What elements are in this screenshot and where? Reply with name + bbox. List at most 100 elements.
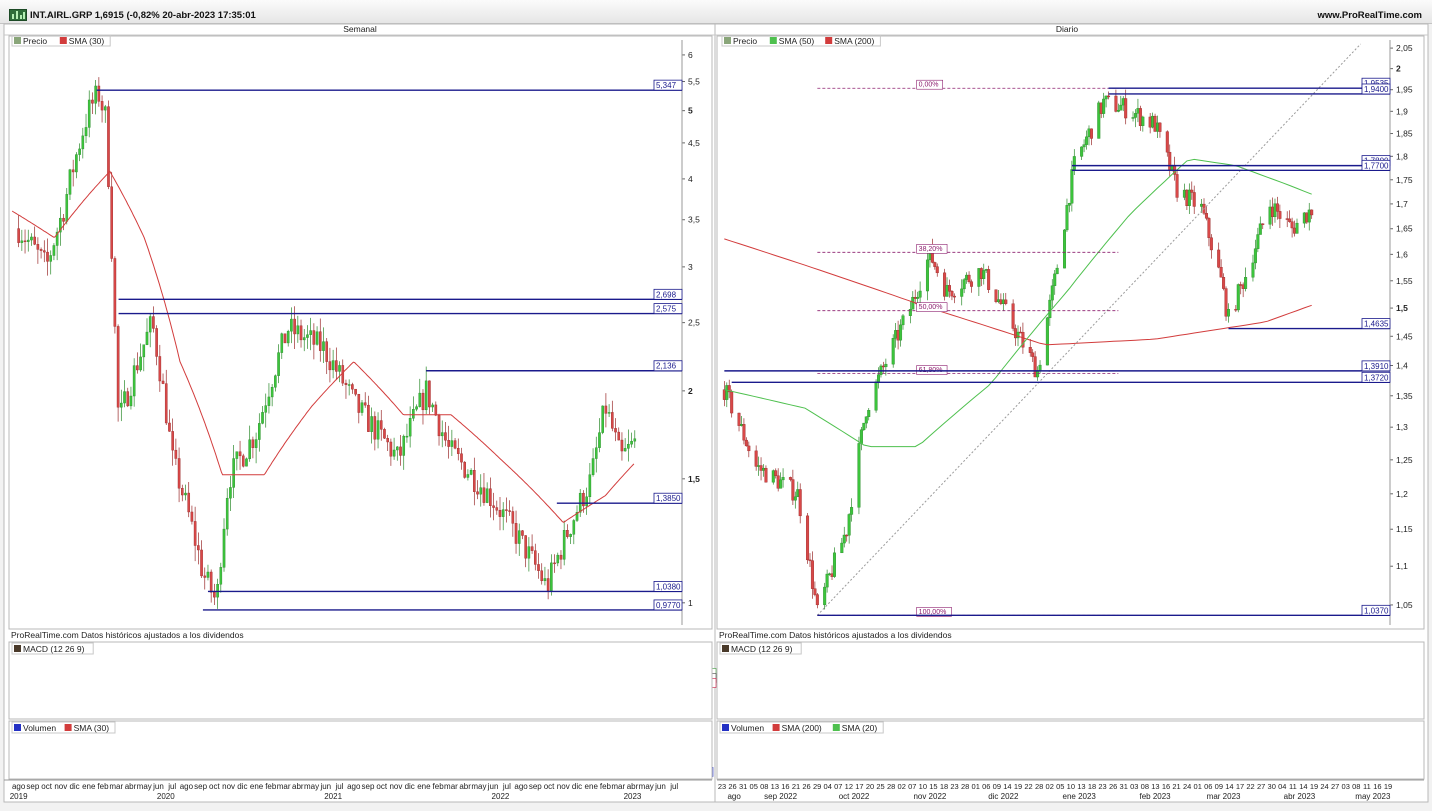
candle [562, 530, 566, 560]
y-tick-label: 1,25 [1396, 455, 1413, 465]
candle [100, 101, 104, 111]
candle [1275, 203, 1279, 212]
candle [1278, 211, 1282, 219]
candle [469, 470, 473, 475]
candle [1293, 227, 1297, 234]
x-day-label: 23 [1098, 782, 1106, 791]
x-day-label: 21 [792, 782, 800, 791]
candle [1097, 102, 1101, 139]
x-day-label: 08 [760, 782, 768, 791]
candle [1209, 237, 1213, 251]
candle [206, 571, 210, 578]
candle [1236, 284, 1240, 311]
candle [396, 446, 399, 451]
candle [1239, 284, 1243, 286]
level-tag [1361, 604, 1391, 616]
candle [779, 479, 783, 489]
legend-item: SMA (30) [69, 36, 105, 46]
candle [984, 269, 988, 271]
candle [306, 334, 309, 338]
candle [627, 443, 630, 449]
candle [967, 274, 971, 282]
candle [1028, 347, 1032, 353]
x-year-label: 2021 [324, 792, 342, 801]
candle [604, 405, 608, 414]
candle [360, 402, 364, 413]
candle [979, 268, 983, 279]
x-month-label: oct 2022 [839, 792, 870, 801]
candle [1305, 212, 1309, 223]
candle [810, 560, 814, 589]
candle [530, 546, 534, 551]
candle [1310, 209, 1314, 216]
level-tag [1361, 159, 1391, 171]
candle [607, 412, 611, 414]
candle [1207, 218, 1211, 238]
candle [71, 169, 75, 173]
x-month-label: ago [12, 782, 26, 791]
candle [754, 450, 758, 467]
candle [473, 470, 476, 492]
level-label: 1,0380 [656, 582, 681, 591]
candle [261, 412, 264, 424]
x-day-label: 16 [1162, 782, 1170, 791]
candle [982, 270, 986, 279]
candle [566, 530, 569, 537]
candle [1116, 110, 1120, 112]
legend-item: SMA (30) [74, 723, 110, 733]
candle [1251, 262, 1255, 278]
candle [1141, 116, 1145, 126]
legend-swatch [769, 37, 777, 44]
x-month-label: mar [277, 782, 291, 791]
candle [553, 562, 556, 565]
x-day-label: 06 [1204, 782, 1212, 791]
candle [1288, 218, 1292, 222]
candle [174, 449, 178, 459]
x-day-label: 24 [1183, 782, 1191, 791]
candle [1124, 98, 1128, 119]
candle [742, 424, 746, 441]
x-day-label: 04 [1278, 782, 1286, 791]
candle [908, 309, 912, 316]
legend-item: SMA (200) [834, 36, 874, 46]
candle [1104, 95, 1108, 100]
candle [1182, 189, 1186, 198]
candle [1244, 277, 1248, 289]
candle [761, 467, 765, 471]
candle [970, 281, 974, 287]
candle [232, 458, 235, 488]
candle [960, 288, 964, 297]
candle [68, 169, 72, 195]
candle [559, 554, 563, 560]
candle [168, 422, 171, 432]
candle [757, 465, 761, 467]
x-month-label: feb [433, 782, 445, 791]
candle [899, 324, 903, 341]
x-month-label: mar [611, 782, 625, 791]
candle [431, 404, 434, 408]
candle [354, 388, 357, 395]
candle [722, 389, 726, 400]
candle [1070, 169, 1074, 204]
source-note: ProRealTime.com Datos históricos ajustad… [719, 630, 952, 640]
legend-box [11, 34, 111, 47]
x-day-label: 14 [1299, 782, 1307, 791]
candle [1192, 192, 1196, 207]
candle [335, 360, 338, 372]
daily-macd-frame [716, 641, 1425, 720]
x-month-label: nov 2022 [913, 792, 946, 801]
site-link[interactable]: www.ProRealTime.com [1317, 10, 1422, 21]
x-month-label: ago [727, 792, 741, 801]
candle [312, 330, 316, 345]
candle [126, 391, 130, 407]
candle [996, 299, 1000, 302]
x-month-label: abr [627, 782, 639, 791]
candle [456, 448, 460, 454]
candle [139, 356, 142, 371]
candle [771, 470, 775, 483]
candle [999, 299, 1003, 304]
candle [440, 432, 444, 437]
legend-item: Volumen [23, 723, 56, 733]
candle [1153, 115, 1157, 132]
candle [492, 505, 495, 508]
